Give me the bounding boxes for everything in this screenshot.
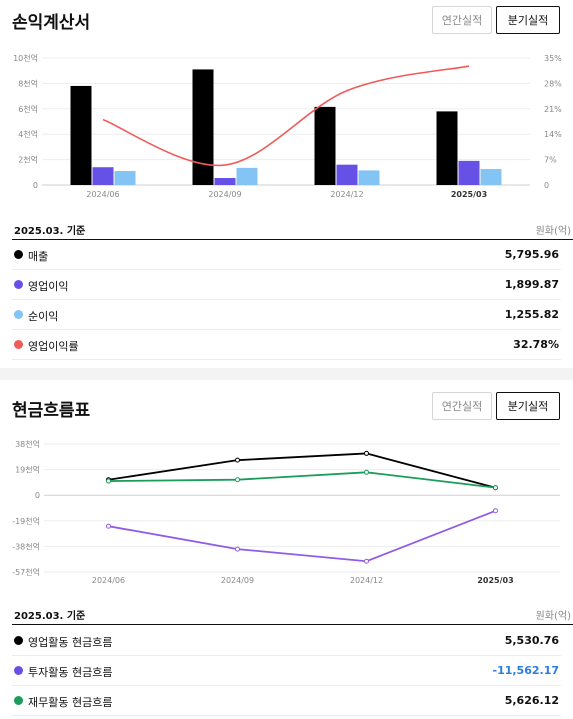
income-row: 영업이익률 32.78% — [12, 330, 561, 360]
income-quarter-toggle[interactable]: 분기실적 — [496, 6, 560, 34]
series-line — [108, 452, 496, 489]
cash-row-label: 영업활동 현금흐름 — [28, 636, 113, 649]
y-left-tick-label: 6천억 — [18, 104, 38, 114]
bar — [114, 171, 136, 185]
y-tick-label: -19천억 — [12, 516, 40, 526]
x-tick-label: 2024/12 — [350, 576, 383, 585]
data-point — [493, 485, 498, 491]
income-unit: 원화(억) — [535, 226, 571, 237]
y-right-tick-label: 21% — [544, 105, 562, 114]
y-left-tick-label: 4천억 — [18, 129, 38, 139]
cash-row-value: -11,562.17 — [492, 664, 560, 677]
cash-row: 투자활동 현금흐름 -11,562.17 — [12, 656, 561, 686]
cash-row-label: 재무활동 현금흐름 — [28, 696, 113, 709]
x-tick-label: 2025/03 — [451, 190, 487, 199]
bar — [92, 167, 114, 185]
income-annual-toggle[interactable]: 연간실적 — [432, 6, 492, 34]
data-point — [106, 478, 111, 484]
income-row-label: 영업이익률 — [28, 340, 79, 353]
income-basis-row: 2025.03. 기준 원화(억) — [12, 218, 573, 240]
cash-basis-row: 2025.03. 기준 원화(억) — [12, 603, 573, 625]
cash-row-value: 5,530.76 — [504, 634, 559, 647]
income-legend-dot — [14, 250, 23, 259]
bar — [70, 85, 92, 185]
cash-quarter-toggle[interactable]: 분기실적 — [496, 392, 560, 420]
cash-row-label: 투자활동 현금흐름 — [28, 666, 113, 679]
data-point — [235, 457, 240, 463]
data-point — [364, 558, 369, 564]
income-row-value: 32.78% — [513, 338, 559, 351]
cash-unit: 원화(억) — [535, 611, 571, 622]
cash-annual-toggle[interactable]: 연간실적 — [432, 392, 492, 420]
y-left-tick-label: 0 — [33, 181, 38, 190]
y-right-tick-label: 28% — [544, 79, 562, 88]
data-point — [235, 477, 240, 483]
margin-line — [102, 65, 470, 167]
income-row: 영업이익 1,899.87 — [12, 270, 561, 300]
x-tick-label: 2025/03 — [477, 576, 513, 585]
x-tick-label: 2024/09 — [208, 190, 241, 199]
cash-legend-dot — [14, 636, 23, 645]
data-point — [364, 450, 369, 456]
income-row-label: 영업이익 — [28, 280, 69, 293]
y-tick-label: 0 — [35, 491, 40, 500]
y-left-tick-label: 2천억 — [18, 155, 38, 165]
income-row-label: 순이익 — [28, 310, 59, 323]
y-tick-label: 19천억 — [15, 465, 40, 475]
income-row-label: 매출 — [28, 250, 49, 263]
cashflow-section: 현금흐름표 연간실적 분기실적 38천억 19천억 0 -19천억 -38천억 -57천억… — [0, 380, 573, 719]
data-point — [493, 508, 498, 514]
income-legend-dot — [14, 310, 23, 319]
series-line — [108, 509, 496, 563]
data-point — [235, 546, 240, 552]
bar — [436, 111, 458, 185]
bar — [192, 69, 214, 185]
y-right-tick-label: 35% — [544, 54, 562, 63]
y-right-tick-label: 7% — [544, 156, 557, 165]
cash-title: 현금흐름표 — [12, 401, 91, 421]
section-divider — [0, 368, 573, 380]
cash-legend-dot — [14, 666, 23, 675]
income-row-value: 1,255.82 — [504, 308, 559, 321]
bar — [336, 164, 358, 185]
income-title: 손익계산서 — [12, 13, 91, 33]
x-tick-label: 2024/06 — [92, 576, 125, 585]
x-tick-label: 2024/09 — [221, 576, 254, 585]
y-right-tick-label: 14% — [544, 130, 562, 139]
cashflow-chart: 38천억 19천억 0 -19천억 -38천억 -57천억 2024/06 2024/09 20… — [12, 439, 560, 585]
bar — [458, 160, 480, 185]
income-chart: 0 2천억 4천억 6천억 8천억 10천억 0 7% 14% 21% 28% 35% 2024/06 2… — [13, 53, 562, 199]
income-row: 순이익 1,255.82 — [12, 300, 561, 330]
bar — [358, 170, 380, 185]
income-row-value: 5,795.96 — [504, 248, 559, 261]
x-tick-label: 2024/12 — [330, 190, 363, 199]
x-tick-label: 2024/06 — [86, 190, 119, 199]
cash-basis: 2025.03. 기준 — [14, 611, 86, 622]
income-row-value: 1,899.87 — [504, 278, 559, 291]
income-row: 매출 5,795.96 — [12, 240, 561, 270]
y-left-tick-label: 8천억 — [18, 78, 38, 88]
bar — [214, 178, 236, 185]
y-tick-label: -57천억 — [12, 567, 40, 577]
bar — [314, 106, 336, 185]
data-point — [106, 523, 111, 529]
income-legend-dot — [14, 280, 23, 289]
data-point — [364, 469, 369, 475]
cash-row: 영업활동 현금흐름 5,530.76 — [12, 626, 561, 656]
income-statement-section: 손익계산서 연간실적 분기실적 0 2천억 4천억 6천억 8천억 10천억 0 7% 14% 2… — [12, 6, 573, 360]
y-left-tick-label: 10천억 — [13, 53, 38, 63]
y-right-tick-label: 0 — [544, 181, 549, 190]
income-basis: 2025.03. 기준 — [14, 226, 86, 237]
series-line — [108, 471, 496, 489]
cash-legend-dot — [14, 696, 23, 705]
cash-row-value: 5,626.12 — [504, 694, 559, 707]
income-legend-dot — [14, 340, 23, 349]
cash-row: 재무활동 현금흐름 5,626.12 — [12, 686, 561, 716]
bar — [480, 169, 502, 185]
y-tick-label: 38천억 — [15, 439, 40, 449]
y-tick-label: -38천억 — [12, 541, 40, 551]
bar — [236, 167, 258, 185]
